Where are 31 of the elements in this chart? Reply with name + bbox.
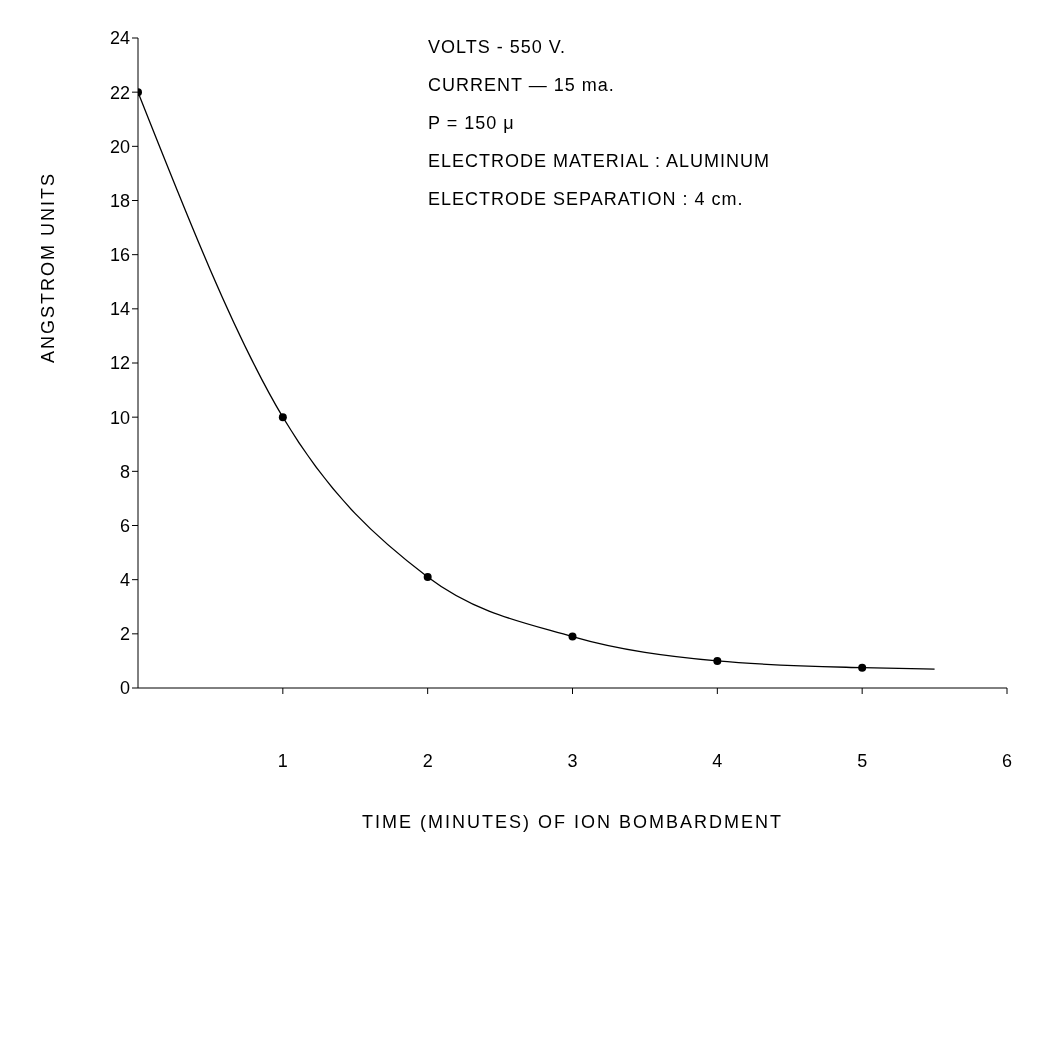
y-tick-label: 14 bbox=[109, 299, 130, 320]
y-tick-label: 6 bbox=[119, 515, 130, 536]
annotation: VOLTS - 550 V. bbox=[428, 36, 568, 59]
y-tick-label: 0 bbox=[119, 678, 130, 699]
y-axis-title: ANGSTROM UNITS bbox=[38, 171, 59, 363]
y-tick-label: 10 bbox=[109, 407, 130, 428]
x-axis-title: TIME (MINUTES) OF ION BOMBARDMENT bbox=[362, 812, 783, 832]
x-tick-label: 6 bbox=[1001, 750, 1013, 771]
x-tick-label: 4 bbox=[712, 750, 723, 771]
point bbox=[713, 656, 722, 665]
y-tick-label: 22 bbox=[109, 82, 130, 103]
annotation: CURRENT — 15 ma. bbox=[428, 74, 616, 97]
y-tick-label: 18 bbox=[109, 190, 130, 211]
y-tick-label: 4 bbox=[119, 570, 130, 591]
x-tick-label: 1 bbox=[277, 750, 288, 771]
y-tick-label: 24 bbox=[109, 28, 130, 49]
annotation: ELECTRODE SEPARATION : 4 cm. bbox=[428, 188, 745, 211]
x-tick-label: 3 bbox=[567, 750, 578, 771]
y-tick-label: 8 bbox=[119, 461, 130, 482]
point bbox=[423, 572, 432, 581]
annotation: ELECTRODE MATERIAL : ALUMINUM bbox=[428, 150, 771, 173]
point bbox=[858, 663, 867, 672]
point bbox=[568, 632, 577, 641]
annotation: P = 150 μ bbox=[428, 112, 516, 135]
x-tick-label: 2 bbox=[422, 750, 433, 771]
y-tick-label: 20 bbox=[109, 136, 130, 157]
x-tick-label: 5 bbox=[857, 750, 868, 771]
y-tick-label: 16 bbox=[109, 245, 130, 266]
point bbox=[278, 413, 287, 422]
y-tick-label: 12 bbox=[109, 353, 130, 374]
y-tick-label: 2 bbox=[119, 624, 130, 645]
